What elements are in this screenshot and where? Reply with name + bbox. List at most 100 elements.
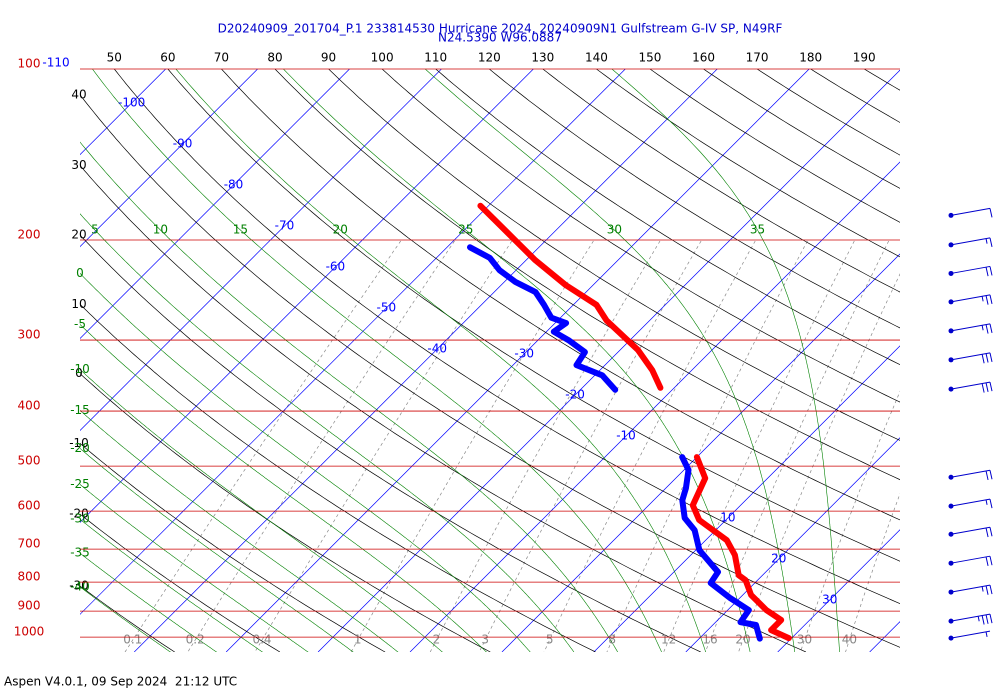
pressure-label: 600 [18, 499, 41, 513]
isotherm-label: 20 [771, 552, 786, 566]
isotherm-label: -90 [173, 137, 193, 151]
chart-subtitle: N24.5390 W96.0887 [438, 31, 562, 45]
dry-adiabat [80, 94, 900, 648]
isotherm-label: -80 [224, 178, 244, 192]
dry-adiabat [435, 69, 900, 365]
dry-adiabat [80, 373, 491, 652]
dry-adiabat-label: 90 [321, 51, 336, 65]
barb-staff [950, 207, 993, 218]
mixing-ratio-line [845, 492, 900, 652]
pressure-label: 400 [18, 399, 41, 413]
dry-adiabat [489, 69, 900, 329]
moist-adiabat [611, 69, 840, 652]
wind-barb [948, 526, 993, 538]
mixing-ratio-line [350, 240, 594, 652]
dry-adiabat [80, 303, 596, 652]
wind-barb [948, 555, 993, 567]
barb-staff [950, 630, 991, 639]
barb-staff [950, 323, 993, 334]
isotherm-label: -60 [326, 260, 346, 274]
moist-adiabat-label: 15 [233, 223, 248, 237]
wind-barb [948, 207, 993, 218]
isotherm [593, 345, 900, 652]
dry-adiabat-label: 190 [853, 51, 876, 65]
mixing-ratio-label: 5 [546, 633, 554, 647]
dry-adiabat-label: 170 [746, 51, 769, 65]
dry-adiabat-label: 140 [585, 51, 608, 65]
moist-adiabat-label: 10 [153, 223, 168, 237]
dry-adiabat-label: 100 [371, 51, 394, 65]
isotherm [777, 529, 900, 652]
mixing-ratio-line [606, 240, 808, 652]
barb-staff [950, 613, 993, 625]
moist-adiabat-label: -15 [70, 403, 90, 417]
dry-adiabat [274, 69, 900, 481]
dry-adiabat-label: 120 [478, 51, 501, 65]
pressure-label: 100 [18, 57, 41, 71]
moist-adiabat [80, 272, 531, 652]
mixing-ratio-label: 2 [433, 633, 441, 647]
wind-barb [948, 381, 993, 393]
wind-barb [948, 630, 991, 641]
mixing-ratio-line [738, 273, 900, 652]
isotherm-label: -40 [427, 342, 447, 356]
dry-adiabat-label: 30 [71, 158, 86, 172]
moist-adiabat-label: 0 [76, 266, 84, 280]
isotherm-label: 10 [720, 511, 735, 525]
isotherm [80, 69, 534, 523]
dry-adiabat-label: 130 [531, 51, 554, 65]
pressure-label: 700 [18, 537, 41, 551]
mixing-ratio-label: 0.1 [123, 633, 142, 647]
mixing-ratio-line [478, 240, 702, 652]
wind-barb [948, 584, 993, 595]
dry-adiabat-label: 10 [71, 297, 86, 311]
barb-staff [950, 265, 993, 277]
dry-adiabat-label: -20 [69, 507, 89, 521]
mixing-ratio-line [663, 240, 855, 652]
isotherm-label: -20 [565, 388, 585, 402]
footer: Aspen V4.0.1, 09 Sep 2024 21:12 UTC [4, 675, 237, 689]
moist-adiabat [80, 448, 354, 652]
moist-adiabat [80, 518, 263, 652]
pressure-label: 200 [18, 228, 41, 242]
moist-adiabat-label: -25 [70, 477, 90, 491]
isotherm-label: -110 [42, 56, 69, 70]
dry-adiabat-label: 70 [214, 51, 229, 65]
dry-adiabat [167, 69, 900, 562]
mixing-ratio-line [800, 390, 900, 652]
dry-adiabat [80, 442, 386, 652]
profile-line [467, 244, 763, 642]
moist-adiabat [283, 69, 751, 652]
barb-staff [950, 381, 993, 393]
dry-adiabat [381, 69, 900, 403]
dry-adiabat-label: 160 [692, 51, 715, 65]
dry-adiabat [649, 69, 900, 223]
mixing-ratio-label: 3 [481, 633, 489, 647]
isotherm [80, 69, 442, 431]
dry-adiabat [542, 69, 900, 293]
pressure-label: 900 [18, 599, 41, 613]
moist-adiabat-label: -5 [74, 317, 86, 331]
moist-adiabat [92, 69, 662, 652]
moist-adiabat-label: 5 [91, 223, 99, 237]
moist-adiabat [80, 141, 619, 652]
mixing-ratio-label: 16 [702, 633, 717, 647]
moist-adiabat [80, 213, 575, 652]
dry-adiabat [80, 164, 807, 652]
moist-adiabat [80, 409, 399, 652]
mixing-ratio-label: 30 [797, 633, 812, 647]
isotherm [80, 69, 258, 248]
mixing-ratio-line [543, 240, 756, 652]
isotherm [80, 69, 350, 340]
pressure-label: 800 [18, 570, 41, 584]
moist-adiabat-label: 20 [333, 223, 348, 237]
moist-adiabat-label: 35 [750, 223, 765, 237]
dry-adiabat [80, 513, 281, 652]
moist-adiabat [80, 552, 218, 652]
dry-adiabat-label: 150 [639, 51, 662, 65]
wind-barb [948, 469, 993, 481]
moist-adiabat-label: 25 [458, 223, 473, 237]
barb-staff [950, 555, 993, 567]
moist-adiabat [80, 586, 171, 652]
